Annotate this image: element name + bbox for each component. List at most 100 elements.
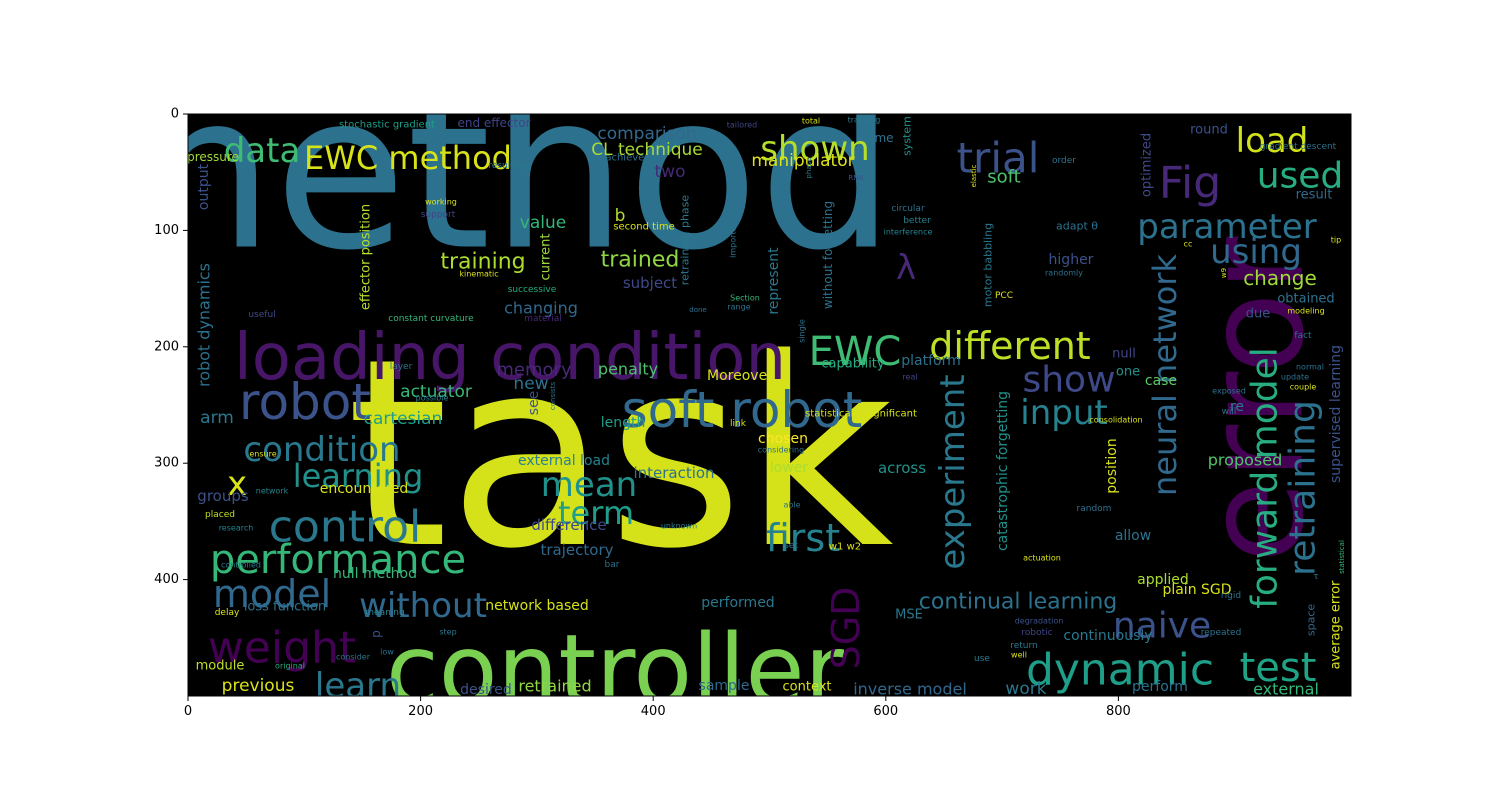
cloud-word: SGD [824, 587, 868, 670]
x-tick-label: 800 [1106, 704, 1131, 719]
cloud-word: normal [1296, 363, 1324, 372]
cloud-word: robotic [1021, 628, 1052, 638]
cloud-word: bar [605, 560, 620, 570]
y-tick-label: 200 [154, 339, 179, 354]
cloud-word: data [224, 131, 301, 171]
cloud-word: task [346, 304, 893, 606]
cloud-word: plain SGD [1162, 582, 1231, 598]
x-tick-label: 400 [641, 704, 666, 719]
cloud-word: circular [891, 204, 925, 214]
cloud-word: end effector [457, 116, 530, 130]
cloud-word: soft [987, 167, 1020, 188]
cloud-word: model [213, 572, 331, 616]
cloud-word: random [1077, 504, 1112, 514]
cloud-word: importance [729, 212, 738, 258]
cloud-word: achieved [605, 153, 650, 164]
cloud-word: phase [805, 157, 813, 178]
cloud-word: loading condition [234, 321, 786, 395]
cloud-word: lower [770, 460, 809, 476]
cloud-word: repeated [1201, 628, 1242, 638]
cloud-word: round [1190, 123, 1228, 138]
cloud-word: RNN [848, 174, 863, 182]
cloud-word: different [929, 324, 1090, 368]
cloud-word: well [1011, 651, 1027, 660]
cloud-word: load [1236, 121, 1309, 161]
cloud-word: encountered [320, 481, 409, 497]
cloud-word: network based [485, 598, 589, 614]
cloud-word: total [802, 117, 820, 126]
cloud-word: consider [336, 653, 371, 662]
cloud-word: continuously [1063, 628, 1152, 644]
cloud-word: EWC method [304, 139, 512, 177]
cloud-word: using [1210, 232, 1302, 272]
cloud-word: constant curvature [388, 314, 474, 324]
cloud-word: trial [957, 134, 1040, 183]
cloud-word: work [1005, 679, 1046, 699]
cloud-word: real [902, 373, 917, 382]
cloud-word: placed [205, 510, 235, 520]
cloud-word: order [1052, 156, 1076, 166]
cloud-word: across [878, 459, 926, 477]
cloud-word: working [425, 198, 457, 207]
cloud-word: exposed [1212, 387, 1246, 396]
cloud-word: learn [315, 666, 401, 706]
cloud-word: b [615, 206, 626, 226]
cloud-word: external [1253, 680, 1319, 699]
cloud-word: p [369, 630, 383, 638]
cloud-word: comparison [597, 124, 696, 144]
cloud-word: supervised learning [1328, 345, 1344, 483]
x-tick-label: 600 [873, 704, 898, 719]
cloud-word: control [269, 502, 422, 553]
cloud-word: able [783, 501, 800, 510]
cloud-word: previous [222, 676, 295, 696]
cloud-word: arm [200, 408, 234, 428]
x-axis: 0 200 400 600 800 [184, 696, 1131, 719]
cloud-word: Fig [1159, 158, 1221, 209]
cloud-word: perform [1132, 679, 1188, 695]
cloud-word: material [524, 314, 562, 324]
y-tick-label: 400 [154, 572, 179, 587]
x-tick-label: 0 [184, 704, 192, 719]
cloud-word: external load [518, 453, 610, 469]
cloud-word: training [440, 250, 525, 275]
cloud-word: mean [541, 465, 637, 505]
cloud-word: will [1222, 407, 1237, 417]
cloud-word: soft robot [622, 381, 863, 439]
cloud-word: done [689, 306, 706, 314]
cloud-word: CL technique [591, 140, 703, 160]
cloud-word: considering [758, 446, 804, 455]
cloud-word: motor babbling [982, 223, 995, 307]
cloud-word: context [783, 680, 832, 695]
cloud-word: layer [390, 362, 413, 372]
cloud-word: step [439, 628, 456, 637]
cloud-word: delay [215, 608, 240, 618]
cloud-word: desired [460, 682, 512, 698]
cloud-word: result [1296, 188, 1333, 203]
cloud-word: randomly [1045, 269, 1083, 278]
cloud-word: w1 w2 [829, 542, 861, 553]
cloud-word: loss function [244, 600, 326, 615]
cloud-word: experiment [933, 374, 973, 569]
cloud-word: elastic [970, 164, 978, 187]
y-tick-label: 100 [154, 223, 179, 238]
cloud-word: new [513, 374, 548, 394]
cloud-word: resulting [488, 161, 527, 171]
plot-frame [187, 113, 1352, 697]
cloud-word: EWC [809, 329, 902, 375]
cloud-word: x [227, 464, 247, 504]
cloud-word: possible [416, 394, 449, 403]
cloud-word: performed [701, 595, 774, 611]
cloud-word: input [1020, 393, 1107, 433]
cloud-word: used [1257, 156, 1344, 197]
cloud-word: actuation [1023, 554, 1061, 563]
cloud-word: τ [1313, 572, 1318, 582]
cloud-word: interaction [633, 464, 714, 482]
cloud-word: better [903, 216, 931, 226]
cloud-word: value [520, 213, 566, 233]
cloud-word: retraining [1283, 400, 1324, 576]
cloud-word: tracking [848, 116, 881, 125]
cloud-word: research [219, 524, 254, 533]
cloud-word: cc [1184, 240, 1193, 249]
cloud-word: rigid [1221, 591, 1241, 601]
cloud-word: successive [508, 285, 557, 295]
